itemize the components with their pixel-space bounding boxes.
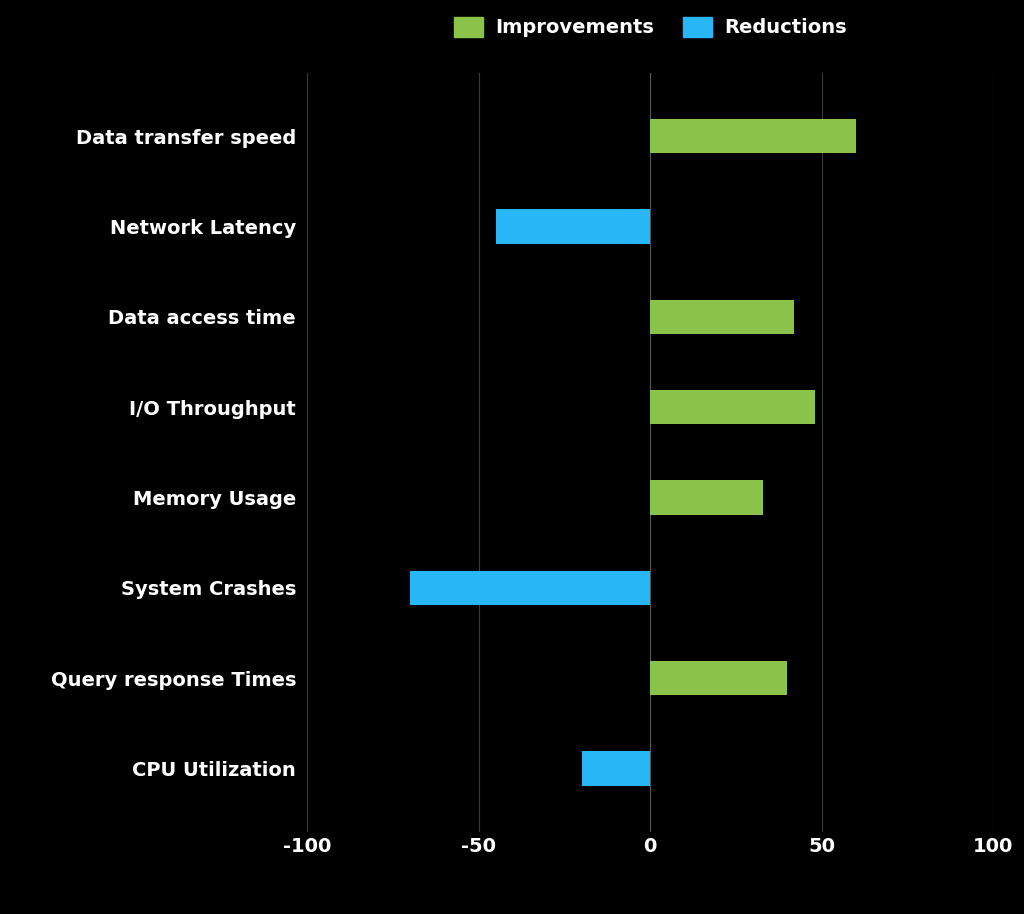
Bar — [410, 570, 650, 605]
Bar — [650, 390, 815, 424]
Bar — [650, 300, 795, 335]
Bar — [582, 751, 650, 786]
Bar — [650, 481, 764, 515]
Bar — [496, 209, 650, 244]
Legend: Improvements, Reductions: Improvements, Reductions — [444, 7, 856, 47]
Bar — [650, 661, 787, 696]
Bar — [650, 119, 856, 154]
